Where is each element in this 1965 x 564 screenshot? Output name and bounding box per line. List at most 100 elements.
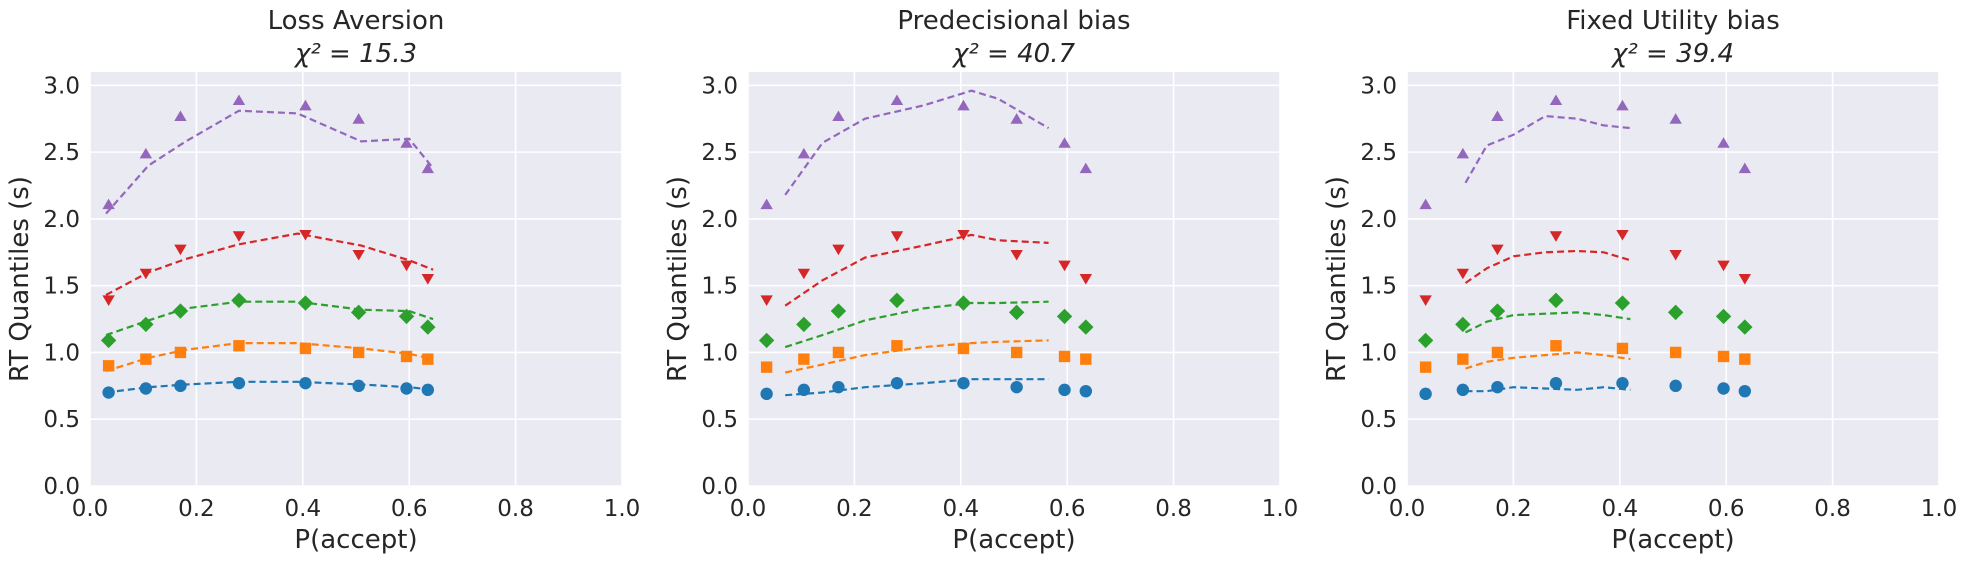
- predicted-line-q4: [1464, 249, 1631, 284]
- observed-point-q2: [1419, 361, 1432, 373]
- observed-point-q3: [1667, 304, 1684, 321]
- observed-point-q1: [797, 383, 811, 397]
- observed-point-q1: [352, 379, 365, 393]
- y-axis-label: RT Quantiles (s): [5, 176, 35, 382]
- predicted-line-q1: [1465, 386, 1631, 393]
- observed-point-q2: [1058, 350, 1071, 363]
- observed-point-q2: [1739, 353, 1751, 365]
- observed-point-q3: [1455, 316, 1471, 333]
- observed-point-q5: [1079, 162, 1093, 174]
- observed-point-q4: [1010, 250, 1023, 261]
- observed-point-q2: [1669, 346, 1682, 359]
- observed-point-q5: [1549, 94, 1563, 106]
- y-tick-label: 0.5: [43, 407, 80, 433]
- observed-point-q1: [1669, 379, 1682, 393]
- observed-point-q5: [1491, 110, 1504, 122]
- x-tick-label: 0.6: [1708, 496, 1745, 522]
- observed-point-q3: [1614, 295, 1631, 311]
- panel-2: 0.0 0.2 0.4 0.6 0.8 1.0 0.0 0.5 1.0 1.5 2.0 2.5 3.0 P…: [663, 6, 1298, 555]
- panel-3: 0.0 0.2 0.4 0.6 0.8 1.0 0.0 0.5 1.0 1.5 2.0 2.5 3.0 P…: [1322, 6, 1957, 555]
- y-tick-label: 2.0: [1360, 207, 1397, 233]
- observed-point-q2: [1080, 353, 1092, 365]
- observed-point-q1: [1738, 384, 1752, 398]
- observed-point-q2: [352, 346, 365, 359]
- observed-point-q4: [1616, 229, 1629, 241]
- chart-title: Predecisional bias: [897, 6, 1130, 36]
- observed-point-q3: [1078, 319, 1094, 335]
- x-axis-label: P(accept): [952, 525, 1075, 555]
- observed-point-q2: [174, 346, 187, 359]
- predicted-line-q5: [105, 109, 434, 215]
- observed-point-q5: [1669, 113, 1682, 124]
- observed-point-q1: [232, 376, 246, 390]
- x-tick-label: 1.0: [1921, 496, 1958, 522]
- observed-point-q4: [174, 244, 187, 256]
- x-tick-label: 1.0: [1262, 496, 1299, 522]
- observed-point-q2: [957, 342, 970, 355]
- observed-point-q1: [760, 387, 773, 401]
- x-tick-label: 0.0: [1389, 496, 1426, 522]
- predicted-line-q1: [105, 380, 434, 394]
- predicted-line-q2: [784, 339, 1049, 374]
- observed-point-q1: [832, 380, 845, 394]
- y-tick-label: 2.5: [701, 140, 738, 166]
- y-tick-label: 1.5: [1360, 274, 1397, 300]
- observed-point-q2: [832, 346, 845, 359]
- y-tick-label: 2.0: [43, 207, 80, 233]
- observed-point-q1: [957, 376, 970, 390]
- observed-point-q2: [798, 353, 810, 365]
- observed-point-q3: [1715, 308, 1732, 325]
- observed-point-q3: [758, 332, 775, 349]
- observed-point-q3: [796, 316, 812, 333]
- chart-subtitle: χ² = 40.7: [951, 39, 1075, 69]
- observed-point-q3: [1056, 308, 1073, 325]
- x-tick-label: 0.2: [836, 496, 873, 522]
- observed-point-q5: [139, 147, 153, 159]
- observed-point-q2: [1550, 340, 1562, 352]
- observed-point-q2: [233, 340, 245, 352]
- observed-point-q3: [100, 332, 117, 349]
- observed-point-q3: [1548, 292, 1564, 309]
- observed-point-q3: [830, 303, 847, 319]
- observed-point-q2: [422, 353, 434, 365]
- observed-point-q1: [1079, 384, 1093, 398]
- observed-point-q1: [1456, 383, 1470, 397]
- predicted-line-q3: [105, 300, 434, 337]
- observed-point-q5: [890, 94, 904, 106]
- observed-point-q5: [832, 110, 845, 122]
- predicted-line-q3: [1465, 311, 1631, 334]
- observed-point-q2: [1717, 350, 1730, 363]
- y-tick-label: 2.5: [1360, 140, 1397, 166]
- observed-point-q1: [1010, 380, 1023, 394]
- observed-point-q2: [299, 342, 312, 355]
- x-tick-label: 0.8: [1155, 496, 1192, 522]
- observed-point-q3: [1417, 332, 1434, 349]
- observed-point-q3: [1737, 319, 1753, 335]
- observed-point-q1: [400, 382, 413, 395]
- chart-subtitle: χ² = 15.3: [293, 39, 417, 69]
- observed-point-q5: [1010, 113, 1023, 124]
- x-axis-label: P(accept): [1611, 525, 1734, 555]
- x-tick-label: 0.4: [943, 496, 980, 522]
- observed-point-q4: [1419, 295, 1432, 306]
- observed-point-q3: [1008, 304, 1025, 321]
- observed-point-q4: [1738, 274, 1752, 285]
- chart-title: Loss Aversion: [268, 6, 445, 36]
- x-axis-label: P(accept): [294, 525, 417, 555]
- observed-point-q5: [1456, 147, 1470, 159]
- y-tick-label: 0.0: [1360, 474, 1397, 500]
- observed-point-q2: [1491, 346, 1504, 359]
- observed-point-q4: [1079, 274, 1093, 285]
- y-tick-label: 0.0: [701, 474, 738, 500]
- observed-point-q5: [174, 110, 187, 122]
- observed-point-q5: [421, 162, 435, 174]
- x-tick-label: 0.4: [285, 496, 322, 522]
- observed-point-q3: [955, 295, 972, 311]
- x-tick-label: 0.0: [72, 496, 109, 522]
- y-tick-label: 0.5: [701, 407, 738, 433]
- observed-point-q4: [1717, 260, 1730, 272]
- plot-area: [748, 72, 1280, 486]
- observed-point-q4: [1491, 244, 1504, 256]
- observed-point-q4: [139, 268, 153, 280]
- observed-point-q5: [1419, 198, 1432, 210]
